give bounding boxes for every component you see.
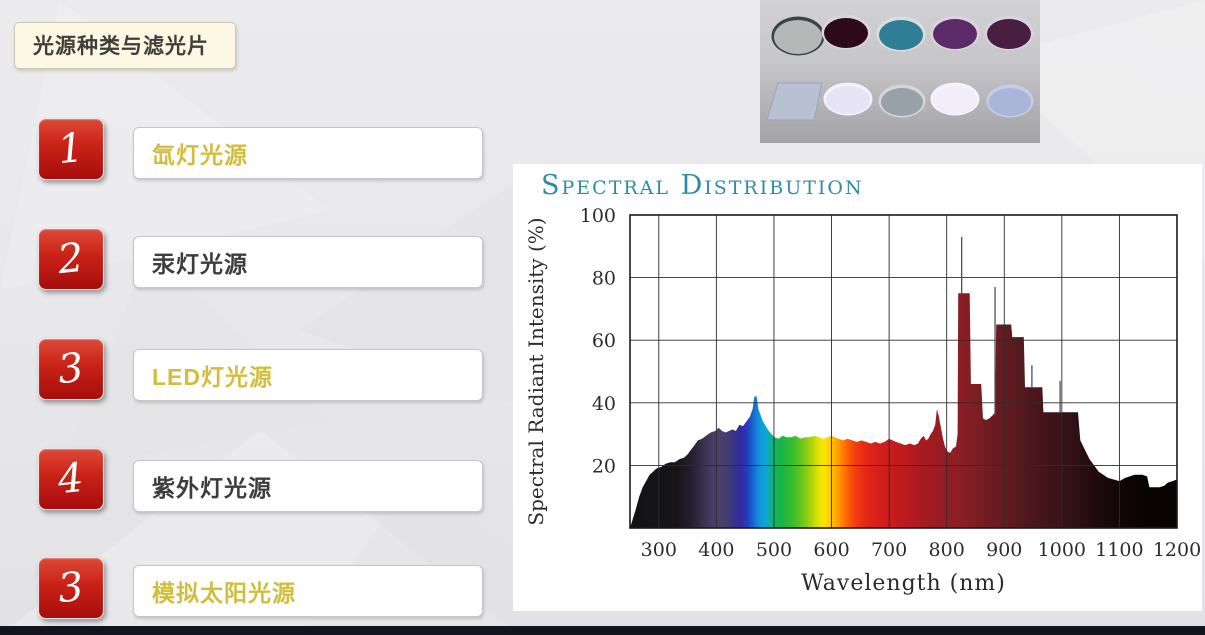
- light-source-label: 模拟太阳光源: [152, 580, 296, 606]
- spectrum-area: [630, 293, 1177, 528]
- x-tick-label: 1100: [1095, 539, 1143, 561]
- item-number: 1: [55, 124, 87, 174]
- item-number-badge: 3: [38, 338, 104, 400]
- spectral-chart-figure: Spectral Distribution 300 400 500 600 700 800…: [513, 164, 1202, 611]
- light-source-label: 紫外灯光源: [152, 475, 272, 501]
- x-tick-label: 300: [641, 539, 677, 561]
- filter-lens: [933, 19, 977, 49]
- x-tick-label: 1200: [1153, 539, 1201, 561]
- filter-lens: [987, 19, 1031, 49]
- filter-lens: [879, 20, 923, 50]
- chart-title: Spectral Distribution: [541, 170, 864, 201]
- y-tick-label: 60: [592, 330, 616, 352]
- slide-title-box: 光源种类与滤光片: [14, 22, 236, 69]
- item-number-badge: 2: [38, 228, 104, 290]
- item-number-badge: 1: [38, 118, 104, 180]
- y-tick-label: 100: [580, 205, 616, 227]
- item-number: 4: [55, 454, 87, 504]
- filter-lens: [933, 86, 977, 114]
- plot-border: [629, 214, 1178, 529]
- light-source-item: 氙灯光源: [133, 127, 483, 179]
- slide-footer-bar: [0, 626, 1205, 635]
- item-number-badge: 3: [38, 557, 104, 619]
- item-number: 3: [55, 563, 87, 613]
- item-number-badge: 4: [38, 448, 104, 510]
- spectral-distribution-chart: 300 400 500 600 700 800 900 1000 1100 1200 20 40 60 8…: [524, 205, 1201, 596]
- x-tick-label: 400: [698, 539, 734, 561]
- filter-lens: [881, 88, 923, 116]
- light-source-label: 汞灯光源: [152, 251, 248, 277]
- x-tick-label: 900: [986, 539, 1022, 561]
- filters-photo: [760, 0, 1040, 143]
- filter-lens: [774, 20, 822, 54]
- x-axis-title: Wavelength (nm): [801, 571, 1006, 596]
- light-source-label: LED灯光源: [152, 364, 273, 390]
- filter-lens: [989, 88, 1031, 116]
- light-source-item: LED灯光源: [133, 349, 483, 401]
- filter-lens: [826, 86, 870, 114]
- light-source-item: 汞灯光源: [133, 236, 483, 288]
- light-source-label: 氙灯光源: [152, 142, 248, 168]
- y-tick-label: 40: [592, 393, 616, 415]
- y-tick-label: 80: [592, 268, 616, 290]
- filters-image: [766, 14, 1034, 121]
- x-tick-label: 1000: [1038, 539, 1086, 561]
- light-source-item: 紫外灯光源: [133, 460, 483, 512]
- y-axis-title: Spectral Radiant Intensity (%): [524, 217, 548, 525]
- item-number: 2: [55, 234, 87, 284]
- item-number: 3: [55, 344, 87, 394]
- x-tick-label: 500: [756, 539, 792, 561]
- y-tick-label: 20: [592, 455, 616, 477]
- filter-lens: [824, 18, 868, 48]
- slide-title: 光源种类与滤光片: [33, 35, 209, 58]
- x-tick-label: 700: [871, 539, 907, 561]
- light-source-item: 模拟太阳光源: [133, 565, 483, 617]
- x-tick-label: 800: [929, 539, 965, 561]
- x-tick-label: 600: [813, 539, 849, 561]
- filter-plate: [766, 82, 823, 121]
